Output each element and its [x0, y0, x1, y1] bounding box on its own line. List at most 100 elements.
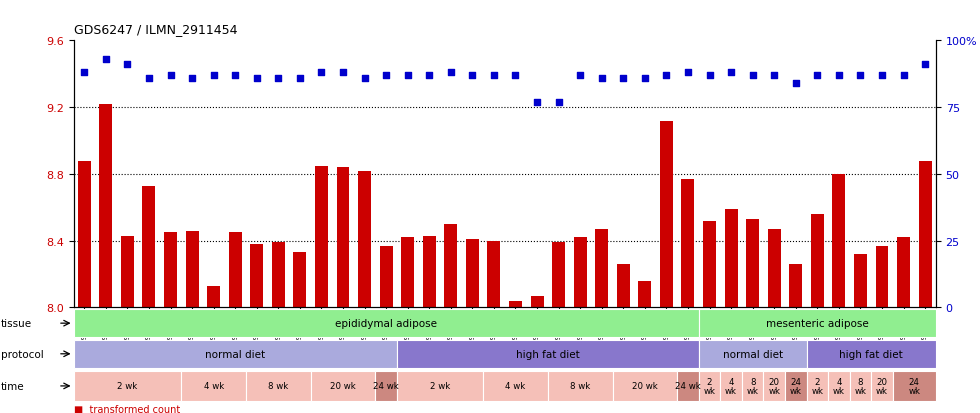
- Bar: [785, 371, 807, 401]
- Point: [788, 81, 804, 87]
- Bar: [77, 161, 91, 308]
- Text: 20 wk: 20 wk: [632, 382, 658, 390]
- Bar: [164, 233, 177, 308]
- Bar: [401, 238, 415, 308]
- Bar: [483, 371, 548, 401]
- Point: [723, 70, 739, 76]
- Bar: [358, 171, 371, 308]
- Text: epididymal adipose: epididymal adipose: [335, 318, 437, 328]
- Text: 2 wk: 2 wk: [118, 382, 137, 390]
- Bar: [74, 340, 397, 368]
- Text: 24
wk: 24 wk: [790, 377, 802, 395]
- Bar: [699, 371, 720, 401]
- Text: normal diet: normal diet: [205, 349, 266, 359]
- Bar: [660, 121, 673, 308]
- Point: [357, 75, 372, 82]
- Text: 24
wk: 24 wk: [908, 377, 920, 395]
- Bar: [315, 166, 328, 308]
- Bar: [789, 264, 803, 308]
- Bar: [466, 240, 479, 308]
- Text: 2
wk: 2 wk: [811, 377, 823, 395]
- Point: [227, 73, 243, 79]
- Point: [120, 62, 135, 69]
- Point: [896, 73, 911, 79]
- Bar: [854, 254, 867, 308]
- Point: [874, 73, 890, 79]
- Bar: [121, 236, 134, 308]
- Bar: [509, 301, 522, 308]
- Bar: [699, 340, 807, 368]
- Bar: [246, 371, 311, 401]
- Bar: [548, 371, 612, 401]
- Point: [831, 73, 847, 79]
- Text: 20
wk: 20 wk: [768, 377, 780, 395]
- Point: [292, 75, 308, 82]
- Point: [465, 73, 480, 79]
- Bar: [99, 104, 113, 308]
- Point: [766, 73, 782, 79]
- Bar: [893, 371, 936, 401]
- Point: [184, 75, 200, 82]
- Bar: [918, 161, 932, 308]
- Text: 4 wk: 4 wk: [506, 382, 525, 390]
- Point: [594, 75, 610, 82]
- Point: [529, 99, 545, 106]
- Bar: [74, 310, 699, 337]
- Point: [378, 73, 394, 79]
- Text: 4
wk: 4 wk: [833, 377, 845, 395]
- Bar: [444, 224, 458, 308]
- Point: [249, 75, 265, 82]
- Text: 8
wk: 8 wk: [855, 377, 866, 395]
- Text: 20 wk: 20 wk: [330, 382, 356, 390]
- Bar: [595, 230, 609, 308]
- Point: [615, 75, 631, 82]
- Text: 4 wk: 4 wk: [204, 382, 223, 390]
- Bar: [207, 286, 220, 308]
- Bar: [250, 244, 264, 308]
- Point: [637, 75, 653, 82]
- Bar: [807, 371, 828, 401]
- Bar: [699, 310, 936, 337]
- Text: high fat diet: high fat diet: [515, 349, 580, 359]
- Bar: [677, 371, 699, 401]
- Point: [853, 73, 868, 79]
- Bar: [311, 371, 375, 401]
- Point: [76, 70, 92, 76]
- Text: tissue: tissue: [1, 318, 32, 328]
- Point: [917, 62, 933, 69]
- Bar: [810, 214, 824, 308]
- Bar: [742, 371, 763, 401]
- Bar: [379, 246, 393, 308]
- Point: [486, 73, 502, 79]
- Point: [98, 57, 114, 63]
- Bar: [74, 371, 181, 401]
- Text: ■  transformed count: ■ transformed count: [74, 404, 179, 413]
- Bar: [293, 253, 307, 308]
- Text: 4
wk: 4 wk: [725, 377, 737, 395]
- Bar: [397, 340, 699, 368]
- Text: GDS6247 / ILMN_2911454: GDS6247 / ILMN_2911454: [74, 23, 237, 36]
- Bar: [271, 243, 285, 308]
- Bar: [850, 371, 871, 401]
- Text: normal diet: normal diet: [722, 349, 783, 359]
- Point: [508, 73, 523, 79]
- Bar: [832, 174, 846, 308]
- Bar: [336, 168, 350, 308]
- Point: [421, 73, 437, 79]
- Bar: [612, 371, 677, 401]
- Bar: [573, 238, 587, 308]
- Bar: [703, 221, 716, 308]
- Text: 24 wk: 24 wk: [675, 382, 701, 390]
- Bar: [871, 371, 893, 401]
- Text: protocol: protocol: [1, 349, 44, 359]
- Bar: [142, 186, 156, 308]
- Point: [270, 75, 286, 82]
- Bar: [530, 296, 544, 308]
- Text: 24 wk: 24 wk: [373, 382, 399, 390]
- Text: mesenteric adipose: mesenteric adipose: [766, 318, 868, 328]
- Point: [163, 73, 178, 79]
- Bar: [828, 371, 850, 401]
- Point: [809, 73, 825, 79]
- Bar: [375, 371, 397, 401]
- Point: [745, 73, 760, 79]
